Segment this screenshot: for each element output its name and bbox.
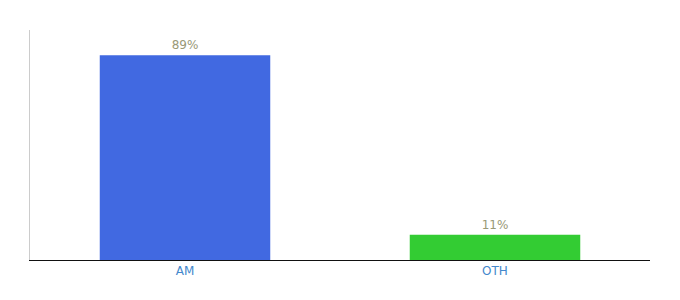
svg-text:11%: 11%: [482, 218, 509, 232]
svg-text:AM: AM: [176, 264, 195, 278]
svg-text:89%: 89%: [172, 38, 199, 52]
svg-text:OTH: OTH: [482, 264, 508, 278]
